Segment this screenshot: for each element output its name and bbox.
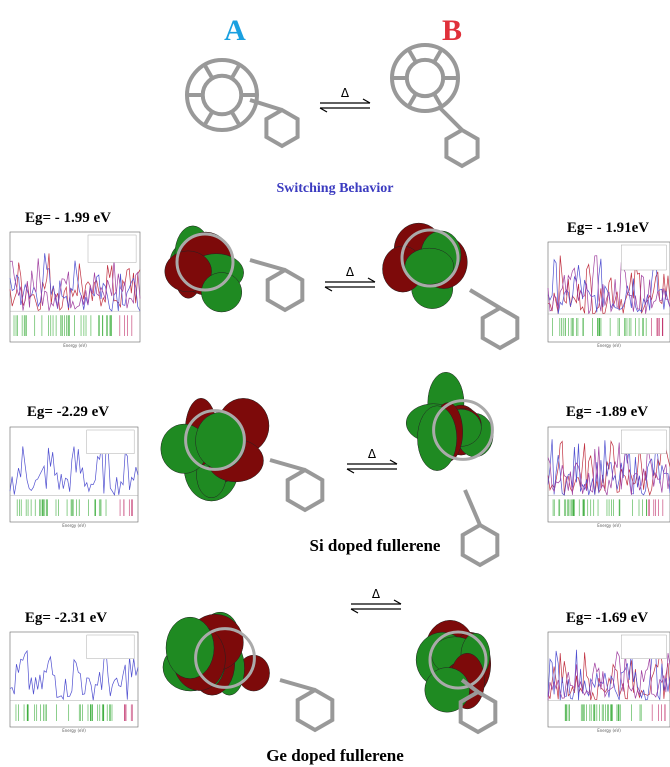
molecule [463, 490, 498, 565]
molecule [187, 60, 257, 130]
axis-label: Energy (eV) [62, 523, 86, 528]
ring [463, 525, 498, 565]
orbital-lobe [166, 617, 214, 678]
ring [268, 270, 303, 310]
bond [232, 112, 240, 126]
bond [205, 112, 213, 126]
gap-label: Eg= -2.29 eV [27, 404, 109, 420]
orbital-lobe [201, 273, 241, 312]
label-a: A [224, 14, 246, 47]
bond [232, 65, 240, 79]
delta: Δ [341, 86, 350, 100]
delta: Δ [346, 265, 355, 279]
legend-box [88, 235, 136, 263]
bond [250, 260, 285, 270]
bond [470, 290, 500, 308]
bond [465, 490, 480, 525]
axis-label: Energy (eV) [597, 343, 621, 348]
delta: Δ [372, 587, 381, 601]
gap-label: Eg= -1.69 eV [566, 610, 648, 626]
axis-label: Energy (eV) [63, 343, 87, 348]
caption: Ge doped fullerene [266, 746, 404, 765]
molecule [270, 460, 322, 510]
gap-label: Eg= -1.89 eV [566, 404, 648, 420]
bond [280, 680, 315, 690]
molecule [280, 680, 332, 730]
legend-box [87, 635, 134, 659]
bond [434, 94, 441, 107]
molecule [250, 260, 302, 310]
bond [434, 49, 441, 62]
gap-label: Eg= -2.31 eV [25, 610, 107, 626]
bond [409, 49, 416, 62]
bond [409, 94, 416, 107]
cage [407, 60, 443, 96]
legend-box [621, 245, 666, 270]
molecule [250, 100, 298, 146]
legend-box [621, 430, 666, 454]
legend-box [87, 430, 134, 454]
bond [205, 65, 213, 79]
ring [446, 130, 477, 166]
caption: Si doped fullerene [310, 536, 441, 555]
axis-label: Energy (eV) [597, 523, 621, 528]
molecule [470, 290, 517, 348]
ring [483, 308, 518, 348]
axis-label: Energy (eV) [62, 728, 86, 733]
bond [270, 460, 305, 470]
ring [298, 690, 333, 730]
bond [440, 108, 462, 130]
orbital-lobe [425, 668, 470, 713]
ring [266, 110, 297, 146]
legend-box [621, 635, 666, 659]
label-b: B [442, 14, 462, 47]
caption: Switching Behavior [276, 181, 393, 196]
axis-label: Energy (eV) [597, 728, 621, 733]
molecule [440, 108, 478, 166]
figure: A B Switching Behavior Eg= - 1.99 eV Eg=… [0, 0, 670, 767]
delta: Δ [368, 447, 377, 461]
molecule [392, 45, 458, 111]
cage [203, 76, 242, 115]
gap-label: Eg= - 1.99 eV [25, 210, 111, 226]
gap-label: Eg= - 1.91eV [567, 220, 649, 236]
ring [288, 470, 323, 510]
